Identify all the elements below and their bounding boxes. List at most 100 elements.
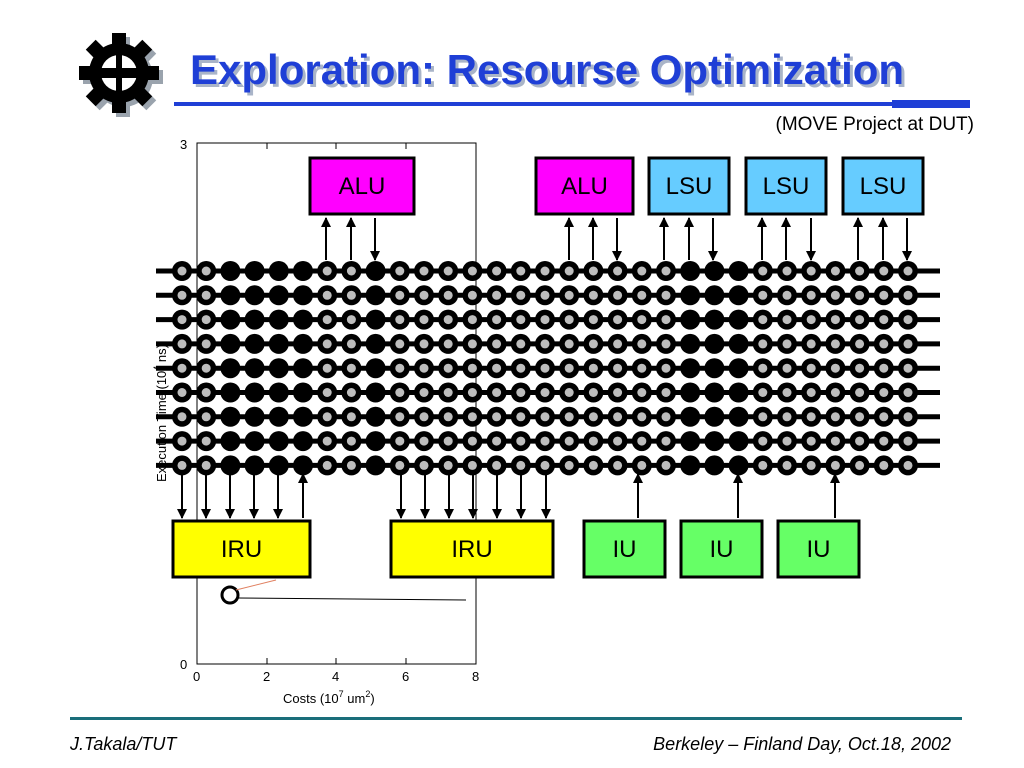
unit-box	[776, 519, 861, 579]
socket-node-center	[855, 460, 865, 470]
unit-box	[171, 519, 312, 579]
socket-node-center	[443, 266, 453, 276]
socket-node-center	[879, 363, 889, 373]
unit-label: LSU	[666, 173, 713, 200]
socket-node-center	[588, 363, 598, 373]
socket-node-center	[492, 339, 502, 349]
socket-node-center	[879, 339, 889, 349]
x-tick-label: 4	[332, 669, 339, 684]
socket-node-center	[855, 363, 865, 373]
socket-node-center	[830, 363, 840, 373]
socket-node-center	[637, 388, 647, 397]
socket-node-center	[637, 339, 647, 349]
socket-node-center	[516, 315, 526, 325]
gear-tooth	[112, 33, 126, 47]
socket-node-center	[661, 412, 671, 422]
socket-node-center	[782, 266, 792, 276]
socket-node	[728, 261, 749, 281]
socket-node	[220, 431, 241, 452]
socket-node-center	[782, 315, 792, 325]
socket-node-center	[322, 412, 332, 422]
unit-label: IRU	[221, 536, 262, 563]
unit-lsu-5: LSU	[841, 156, 925, 216]
socket-node-center	[903, 266, 913, 276]
socket-node-center	[830, 436, 840, 446]
socket-node	[268, 382, 289, 403]
socket-node-center	[637, 412, 647, 422]
socket-node-center	[322, 315, 332, 325]
unit-iu-3: IU	[582, 519, 667, 579]
socket-node-center	[467, 388, 477, 397]
x-axis-label-unit-exp: 2	[365, 689, 370, 699]
socket-node-center	[661, 388, 671, 397]
socket-node-center	[346, 290, 356, 300]
socket-node-center	[637, 363, 647, 373]
socket-node-center	[346, 436, 356, 446]
socket-node-center	[177, 436, 187, 446]
socket-node-center	[346, 339, 356, 349]
socket-node-center	[564, 363, 574, 373]
socket-node-center	[322, 363, 332, 373]
unit-iu-5: IU	[776, 519, 861, 579]
unit-label: LSU	[763, 173, 810, 200]
socket-node-center	[419, 339, 429, 349]
socket-node-center	[613, 266, 623, 276]
unit-box	[841, 156, 925, 216]
socket-node-center	[806, 412, 816, 422]
socket-node-center	[637, 315, 647, 325]
socket-node-center	[516, 436, 526, 446]
socket-node-center	[782, 363, 792, 373]
unit-iru-1: IRU	[171, 519, 312, 579]
x-tick-labels: 0 2 4 6 8	[193, 669, 479, 684]
socket-node	[680, 406, 701, 427]
socket-node	[680, 455, 701, 476]
socket-node-center	[467, 436, 477, 446]
socket-node-center	[322, 436, 332, 446]
socket-node-center	[588, 315, 598, 325]
socket-node	[220, 309, 241, 330]
socket-node	[680, 333, 701, 354]
socket-node-center	[879, 388, 889, 397]
socket-node-center	[540, 339, 550, 349]
socket-node-center	[516, 460, 526, 470]
socket-node-center	[395, 460, 405, 470]
socket-node-center	[492, 412, 502, 422]
socket-node-center	[855, 266, 865, 276]
socket-node-center	[540, 290, 550, 300]
socket-node-center	[903, 460, 913, 470]
socket-node-center	[177, 290, 187, 300]
socket-node-center	[613, 436, 623, 446]
socket-node-center	[322, 339, 332, 349]
socket-node-center	[564, 460, 574, 470]
socket-node	[293, 309, 313, 330]
socket-node-center	[806, 290, 816, 300]
socket-node-center	[540, 436, 550, 446]
socket-node	[220, 406, 241, 427]
socket-node-center	[758, 339, 768, 349]
socket-node-center	[177, 388, 187, 397]
socket-node-center	[758, 460, 768, 470]
unit-box	[679, 519, 764, 579]
socket-node	[728, 431, 749, 452]
bottom-function-units: IRU IRU IU IU IU	[171, 519, 861, 579]
y-axis-label: Execution Time (104 ns)	[152, 344, 169, 482]
socket-node-center	[467, 460, 477, 470]
plot-curve	[237, 597, 467, 601]
transport-buses	[156, 261, 940, 476]
socket-node	[728, 333, 749, 354]
socket-node	[365, 309, 386, 330]
socket-node-center	[879, 436, 889, 446]
socket-node-center	[613, 388, 623, 397]
footer-author: J.Takala/TUT	[70, 734, 177, 754]
x-tick-label: 0	[193, 669, 200, 684]
socket-node-center	[177, 266, 187, 276]
socket-node	[680, 358, 701, 379]
socket-node-center	[588, 266, 598, 276]
socket-node-center	[613, 363, 623, 373]
unit-lsu-4: LSU	[744, 156, 828, 216]
socket-node-center	[540, 363, 550, 373]
y-axis-label-unit: ns)	[154, 344, 169, 366]
socket-node-center	[201, 266, 211, 276]
socket-node	[365, 455, 386, 476]
